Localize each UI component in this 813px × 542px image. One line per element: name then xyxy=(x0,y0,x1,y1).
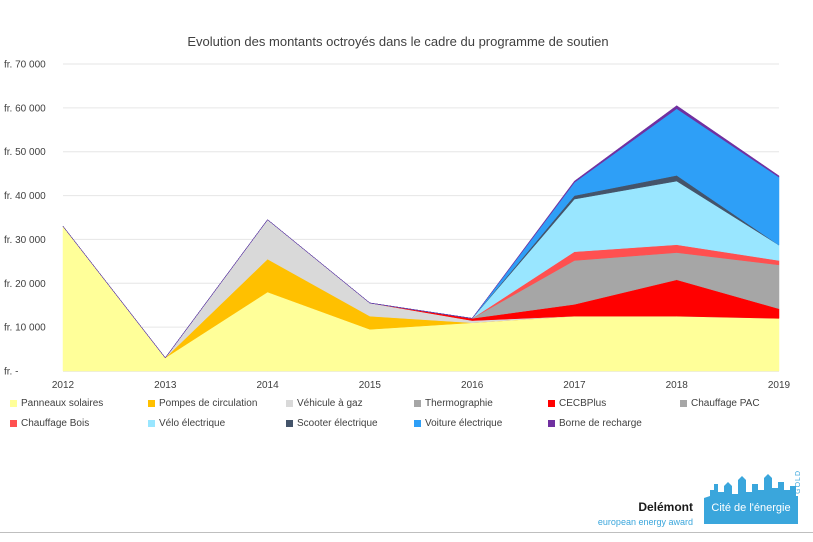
legend-item: Pompes de circulation xyxy=(148,398,257,409)
legend-label: Panneaux solaires xyxy=(21,398,104,409)
y-tick-label: fr. - xyxy=(4,367,18,378)
y-tick-label: fr. 60 000 xyxy=(4,103,46,114)
y-tick-label: fr. 20 000 xyxy=(4,279,46,290)
brand: Delémont european energy award xyxy=(598,500,693,527)
legend-swatch xyxy=(680,400,687,407)
brand-award: european energy award xyxy=(597,517,693,527)
legend-label: Scooter électrique xyxy=(297,418,378,429)
legend-item: CECBPlus xyxy=(548,398,606,409)
chart-title: Evolution des montants octroyés dans le … xyxy=(187,34,608,49)
x-tick-label: 2012 xyxy=(52,380,75,391)
y-tick-label: fr. 30 000 xyxy=(4,235,46,246)
x-tick-label: 2014 xyxy=(256,380,279,391)
legend-item: Véhicule à gaz xyxy=(286,398,363,409)
y-tick-label: fr. 70 000 xyxy=(4,60,46,71)
footer-divider xyxy=(0,532,813,533)
legend-swatch xyxy=(286,400,293,407)
legend-swatch xyxy=(286,420,293,427)
legend-swatch xyxy=(414,400,421,407)
legend-swatch xyxy=(10,420,17,427)
legend-item: Borne de recharge xyxy=(548,418,642,429)
x-tick-label: 2013 xyxy=(154,380,177,391)
x-tick-label: 2019 xyxy=(768,380,791,391)
legend-label: Borne de recharge xyxy=(559,418,642,429)
legend-label: Chauffage Bois xyxy=(21,418,90,429)
y-tick-label: fr. 50 000 xyxy=(4,147,46,158)
areas xyxy=(62,105,780,372)
x-tick-label: 2017 xyxy=(563,380,586,391)
brand-city: Delémont xyxy=(638,500,693,514)
legend-label: Véhicule à gaz xyxy=(297,398,363,409)
legend-label: Pompes de circulation xyxy=(159,398,258,409)
legend-item: Scooter électrique xyxy=(286,418,378,429)
x-axis: 2012 2013 2014 2015 2016 2017 2018 2019 xyxy=(52,380,791,391)
legend-item: Chauffage PAC xyxy=(680,398,760,409)
legend-item: Vélo électrique xyxy=(148,418,225,429)
legend-swatch xyxy=(414,420,421,427)
legend-swatch xyxy=(548,400,555,407)
legend-item: Voiture électrique xyxy=(414,418,502,429)
legend-label: Chauffage PAC xyxy=(691,398,760,409)
y-tick-label: fr. 10 000 xyxy=(4,323,46,334)
legend-label: Vélo électrique xyxy=(159,418,226,429)
legend-item: Thermographie xyxy=(414,398,493,409)
x-tick-label: 2016 xyxy=(461,380,484,391)
x-tick-label: 2015 xyxy=(359,380,382,391)
area-borne-de-recharge xyxy=(62,105,780,359)
cite-energie-logo xyxy=(704,474,798,524)
legend-swatch xyxy=(10,400,17,407)
legend-swatch xyxy=(148,400,155,407)
chart: Evolution des montants octroyés dans le … xyxy=(4,34,791,391)
y-tick-label: fr. 40 000 xyxy=(4,191,46,202)
legend-swatch xyxy=(148,420,155,427)
legend-label: CECBPlus xyxy=(559,398,607,409)
grid xyxy=(63,63,779,372)
legend-item: Chauffage Bois xyxy=(10,418,89,429)
x-tick-label: 2018 xyxy=(666,380,689,391)
logo-text: Cité de l'énergie xyxy=(711,502,791,514)
legend-label: Thermographie xyxy=(425,398,493,409)
y-axis: fr. - fr. 10 000 fr. 20 000 fr. 30 000 fr. 4… xyxy=(4,60,46,378)
legend-item: Panneaux solaires xyxy=(10,398,103,409)
logo-level: GOLD xyxy=(795,470,802,494)
legend-label: Voiture électrique xyxy=(425,418,503,429)
legend-swatch xyxy=(548,420,555,427)
